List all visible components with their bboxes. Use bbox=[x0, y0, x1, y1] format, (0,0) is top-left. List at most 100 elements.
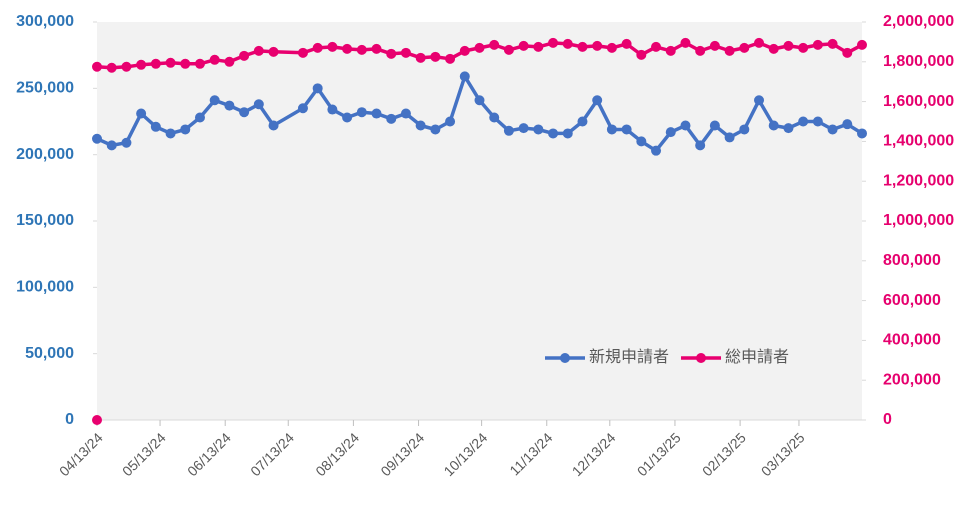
data-point bbox=[415, 120, 426, 131]
data-point bbox=[106, 140, 117, 151]
data-point bbox=[503, 125, 514, 136]
plot-area bbox=[97, 22, 862, 420]
data-point bbox=[709, 40, 720, 51]
data-point bbox=[577, 41, 588, 52]
series-line bbox=[96, 74, 863, 153]
x-tick-label: 07/13/24 bbox=[247, 429, 297, 479]
data-point bbox=[842, 119, 853, 130]
x-tick-label: 04/13/24 bbox=[56, 429, 106, 479]
x-tick-label: 06/13/24 bbox=[184, 429, 234, 479]
data-point bbox=[371, 43, 382, 54]
data-point bbox=[592, 40, 603, 51]
y2-tick-label: 1,800,000 bbox=[883, 53, 954, 70]
data-point bbox=[268, 120, 279, 131]
y-tick-label: 0 bbox=[65, 411, 74, 428]
data-point bbox=[621, 38, 632, 49]
y2-tick-label: 1,600,000 bbox=[883, 93, 954, 110]
data-point bbox=[253, 99, 264, 110]
data-point bbox=[812, 39, 823, 50]
data-point bbox=[165, 57, 176, 68]
data-point bbox=[577, 116, 588, 127]
data-point bbox=[548, 128, 559, 139]
data-point bbox=[239, 50, 250, 61]
y-tick-label: 250,000 bbox=[16, 80, 74, 97]
y-tick-label: 100,000 bbox=[16, 279, 74, 296]
data-point bbox=[739, 124, 750, 135]
data-point bbox=[327, 104, 338, 115]
data-point bbox=[474, 95, 485, 106]
data-point bbox=[106, 62, 117, 73]
data-point bbox=[827, 124, 838, 135]
x-tick-label: 02/13/25 bbox=[699, 429, 749, 479]
data-point bbox=[651, 41, 662, 52]
y2-tick-label: 800,000 bbox=[883, 252, 941, 269]
y-tick-label: 50,000 bbox=[25, 345, 74, 362]
data-point bbox=[695, 140, 706, 151]
data-point bbox=[827, 38, 838, 49]
data-point bbox=[518, 123, 529, 134]
data-point bbox=[445, 53, 456, 64]
data-point bbox=[768, 120, 779, 131]
data-point bbox=[356, 44, 367, 55]
data-point bbox=[180, 124, 191, 135]
data-point bbox=[121, 137, 132, 148]
data-point bbox=[194, 58, 205, 69]
data-point bbox=[768, 43, 779, 54]
y-tick-label: 200,000 bbox=[16, 146, 74, 163]
y2-tick-label: 0 bbox=[883, 411, 892, 428]
data-point bbox=[312, 42, 323, 53]
data-point bbox=[798, 116, 809, 127]
data-point bbox=[592, 95, 603, 106]
data-point bbox=[503, 44, 514, 55]
data-point bbox=[533, 41, 544, 52]
data-point bbox=[342, 43, 353, 54]
legend-item: 総申請者 bbox=[681, 348, 789, 366]
x-tick-label: 01/13/25 bbox=[634, 429, 684, 479]
data-point bbox=[680, 120, 691, 131]
data-point bbox=[724, 45, 735, 56]
data-point bbox=[665, 127, 676, 138]
data-point bbox=[356, 107, 367, 118]
data-point bbox=[489, 39, 500, 50]
data-point bbox=[400, 47, 411, 58]
data-point bbox=[783, 40, 794, 51]
data-point bbox=[562, 38, 573, 49]
data-point bbox=[857, 39, 867, 50]
data-point bbox=[92, 415, 102, 425]
data-point bbox=[180, 58, 191, 69]
data-point bbox=[136, 59, 147, 70]
data-point bbox=[415, 52, 426, 63]
data-point bbox=[754, 37, 765, 48]
data-point bbox=[695, 45, 706, 56]
data-point bbox=[680, 37, 691, 48]
legend-marker bbox=[696, 353, 707, 363]
data-point bbox=[842, 47, 853, 58]
legend-label: 総申請者 bbox=[725, 348, 789, 366]
data-point bbox=[312, 83, 323, 94]
data-point bbox=[754, 95, 765, 106]
data-point bbox=[857, 128, 867, 139]
data-point bbox=[430, 51, 441, 62]
data-point bbox=[665, 45, 676, 56]
data-point bbox=[92, 133, 102, 144]
y2-tick-label: 1,200,000 bbox=[883, 172, 954, 189]
data-point bbox=[459, 45, 470, 56]
data-point bbox=[445, 116, 456, 127]
y-tick-label: 300,000 bbox=[16, 13, 74, 30]
legend-label: 新規申請者 bbox=[589, 348, 669, 366]
data-point bbox=[562, 128, 573, 139]
data-point bbox=[150, 58, 161, 69]
y2-tick-label: 1,000,000 bbox=[883, 212, 954, 229]
data-point bbox=[709, 120, 720, 131]
y2-tick-label: 2,000,000 bbox=[883, 13, 954, 30]
data-point bbox=[297, 103, 308, 114]
y2-tick-label: 200,000 bbox=[883, 371, 941, 388]
data-point bbox=[459, 71, 470, 82]
y2-tick-label: 400,000 bbox=[883, 332, 941, 349]
data-point bbox=[812, 116, 823, 127]
x-tick-label: 11/13/24 bbox=[506, 429, 555, 478]
data-point bbox=[798, 42, 809, 53]
data-point bbox=[489, 112, 500, 123]
data-point bbox=[400, 108, 411, 119]
data-point bbox=[636, 136, 647, 147]
